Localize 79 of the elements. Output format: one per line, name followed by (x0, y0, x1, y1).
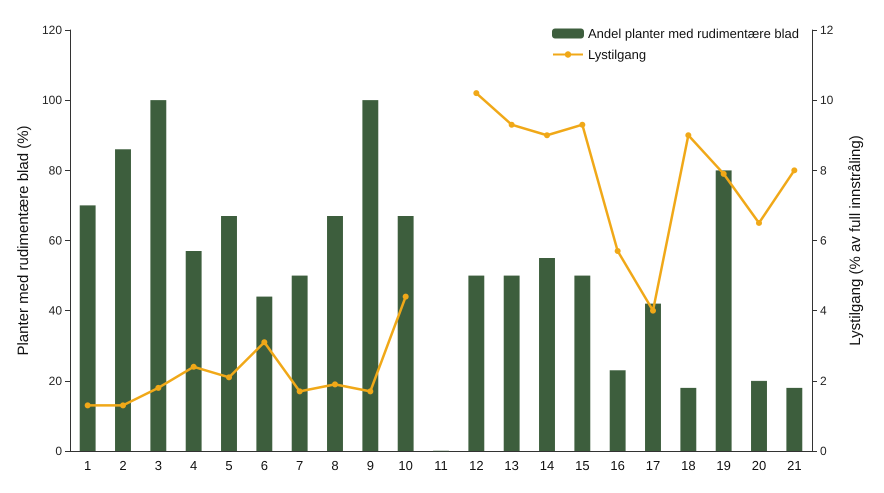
bar (80, 205, 96, 451)
x-tick-label: 7 (296, 458, 304, 473)
bar (539, 258, 555, 451)
x-tick-label: 13 (504, 458, 519, 473)
x-tick-label: 16 (610, 458, 625, 473)
point (614, 248, 621, 254)
y2-tick-label: 12 (820, 23, 834, 37)
bar (327, 216, 343, 451)
y-axis-title: Planter med rudimentære blad (%) (15, 125, 32, 356)
point (332, 381, 338, 388)
bar (362, 100, 378, 451)
point (544, 132, 550, 138)
y-tick-label: 40 (48, 304, 62, 318)
x-tick-label: 10 (398, 458, 413, 473)
bar (716, 170, 732, 451)
x-tick-label: 21 (787, 458, 802, 473)
bar (504, 276, 520, 451)
y-tick-label: 80 (48, 163, 62, 178)
y2-tick-label: 6 (820, 234, 827, 248)
bar (645, 304, 661, 451)
y2-tick-label: 8 (820, 163, 827, 178)
x-tick-label: 11 (434, 458, 448, 473)
bar (221, 216, 237, 451)
x-tick-label: 20 (752, 458, 766, 473)
x-tick-label: 6 (260, 458, 268, 473)
point (261, 339, 268, 346)
y-tick-label: 20 (48, 374, 62, 388)
x-tick-label: 1 (84, 458, 92, 473)
bar (186, 251, 202, 451)
legend-label: Lystilgang (588, 47, 646, 62)
point (685, 132, 692, 138)
bar (468, 276, 484, 451)
point (84, 402, 91, 408)
x-tick-label: 17 (646, 458, 660, 473)
point (579, 122, 586, 128)
point (402, 294, 409, 300)
x-tick-label: 4 (190, 458, 198, 473)
x-tick-label: 5 (225, 458, 233, 473)
point (720, 170, 727, 177)
point (508, 122, 515, 128)
bar (115, 149, 131, 451)
point (296, 388, 303, 394)
bar (398, 216, 414, 451)
x-tick-label: 18 (681, 458, 696, 473)
x-tick-label: 8 (331, 458, 339, 473)
x-tick-label: 2 (119, 458, 127, 473)
y2-tick-label: 2 (820, 374, 827, 388)
x-tick-label: 15 (575, 458, 590, 473)
point (756, 220, 762, 226)
point (226, 374, 232, 380)
legend-label: Andel planter med rudimentære blad (588, 26, 800, 41)
y-tick-label: 60 (48, 234, 62, 248)
bar (292, 276, 308, 451)
y2-tick-label: 0 (820, 444, 827, 458)
bar (751, 380, 767, 451)
point (190, 364, 197, 370)
x-tick-label: 9 (366, 458, 374, 473)
x-tick-label: 14 (540, 458, 554, 473)
x-tick-label: 12 (469, 458, 484, 473)
y2-tick-label: 4 (820, 304, 827, 318)
point (473, 90, 480, 96)
point (791, 167, 798, 174)
bar (610, 370, 626, 451)
y-tick-label: 120 (42, 23, 62, 37)
bar (150, 100, 166, 451)
bar (256, 296, 272, 451)
x-tick-label: 19 (716, 458, 731, 473)
bar (680, 388, 696, 451)
x-tick-label: 3 (154, 458, 162, 473)
y2-tick-label: 10 (820, 93, 834, 108)
bar (574, 276, 590, 451)
y-tick-label: 0 (55, 444, 62, 458)
point (367, 388, 374, 394)
point (120, 402, 126, 408)
point (650, 308, 656, 314)
y-tick-label: 100 (42, 93, 62, 108)
point (155, 384, 162, 391)
bar (786, 388, 802, 451)
y2-axis-title: Lystilgang (% av full innstråling) (847, 135, 864, 346)
